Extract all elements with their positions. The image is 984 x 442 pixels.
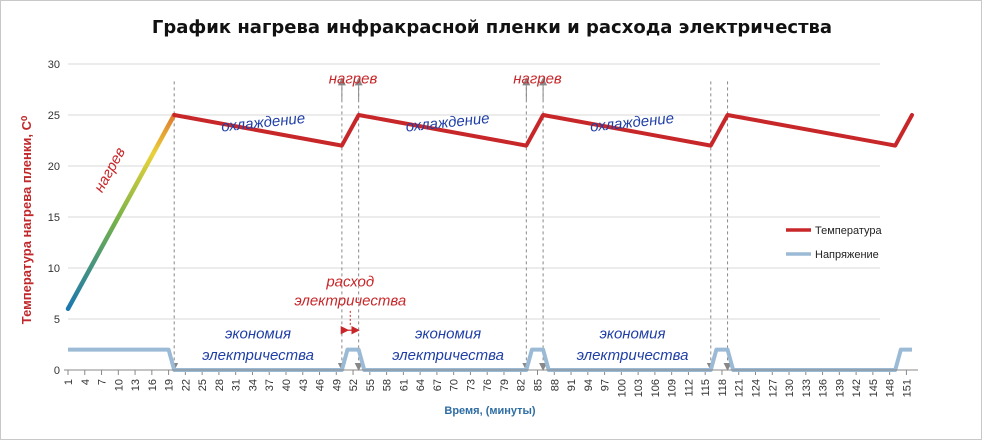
- x-tick-label: 43: [298, 379, 310, 391]
- x-tick-label: 100: [616, 379, 628, 397]
- series-lines: [65, 112, 914, 372]
- x-tick-label: 31: [231, 379, 243, 391]
- y-tick-label: 25: [48, 110, 60, 122]
- x-tick-label: 22: [180, 379, 192, 391]
- x-tick-label: 85: [533, 379, 545, 391]
- x-tick-label: 145: [868, 379, 880, 397]
- x-tick-label: 49: [331, 379, 343, 391]
- annotation-economy-line2: электричества: [577, 347, 689, 364]
- x-tick-label: 16: [147, 379, 159, 391]
- x-tick-label: 1: [63, 379, 75, 385]
- y-tick-label: 10: [48, 263, 60, 275]
- x-tick-label: 130: [784, 379, 796, 397]
- y-tick-label: 5: [54, 314, 60, 326]
- x-tick-label: 13: [130, 379, 142, 391]
- series-temperature-ramp: [65, 112, 177, 312]
- annotation-economy-line1: экономия: [415, 325, 481, 342]
- annotation-electricity-use-line2: электричества: [294, 293, 406, 310]
- x-tick-label: 37: [264, 379, 276, 391]
- annotation-economy-line2: электричества: [392, 347, 504, 364]
- x-tick-label: 109: [667, 379, 679, 397]
- annotation-electricity-use-line1: расход: [325, 273, 374, 290]
- x-tick-label: 97: [600, 379, 612, 391]
- y-axis-label: Температура нагрева пленки, С⁰: [19, 115, 34, 324]
- legend: Температура Напряжение: [786, 225, 883, 261]
- x-tick-label: 118: [717, 379, 729, 397]
- x-tick-label: 67: [432, 379, 444, 391]
- x-tick-label: 148: [885, 379, 897, 397]
- y-tick-label: 15: [48, 212, 60, 224]
- annotation-economy-line2: электричества: [202, 347, 314, 364]
- y-tick-label: 30: [48, 59, 60, 71]
- x-tick-label: 7: [97, 379, 109, 385]
- x-tick-label: 40: [281, 379, 293, 391]
- x-tick-label: 79: [499, 379, 511, 391]
- x-tick-label: 133: [801, 379, 813, 397]
- x-tick-label: 151: [901, 379, 913, 397]
- x-tick-label: 121: [734, 379, 746, 397]
- x-tick-label: 58: [382, 379, 394, 391]
- x-tick-label: 28: [214, 379, 226, 391]
- x-tick-label: 103: [633, 379, 645, 397]
- x-tick-label: 34: [247, 379, 259, 391]
- x-tick-label: 61: [398, 379, 410, 391]
- x-tick-label: 142: [851, 379, 863, 397]
- y-tick-label: 0: [54, 365, 60, 377]
- x-tick-label: 106: [650, 379, 662, 397]
- y-axis-ticks: 0 5 10 15 20 25 30: [48, 59, 60, 377]
- x-tick-label: 55: [365, 379, 377, 391]
- legend-label-temperature: Температура: [815, 225, 883, 237]
- x-tick-label: 64: [415, 379, 427, 391]
- x-tick-label: 19: [164, 379, 176, 391]
- x-tick-label: 88: [549, 379, 561, 391]
- x-tick-label: 76: [482, 379, 494, 391]
- x-tick-label: 46: [315, 379, 327, 391]
- x-tick-label: 25: [197, 379, 209, 391]
- x-tick-label: 127: [767, 379, 779, 397]
- x-tick-label: 94: [583, 379, 595, 391]
- x-axis-ticks: 1 4 7 10 13 16 19 22 25 28 31 34 37 40 43 46 49 52 55 58 61 6…: [63, 370, 913, 397]
- legend-label-voltage: Напряжение: [815, 249, 879, 261]
- x-tick-label: 91: [566, 379, 578, 391]
- y-tick-label: 20: [48, 161, 60, 173]
- x-tick-label: 52: [348, 379, 360, 391]
- annotation-heating-ramp: нагрев: [91, 144, 129, 195]
- x-tick-label: 73: [465, 379, 477, 391]
- annotation-heating-top: нагрев: [329, 70, 378, 87]
- annotation-heating-top: нагрев: [513, 70, 562, 87]
- x-tick-label: 70: [449, 379, 461, 391]
- x-tick-label: 82: [516, 379, 528, 391]
- x-tick-label: 124: [750, 379, 762, 397]
- x-tick-label: 136: [818, 379, 830, 397]
- x-tick-label: 139: [834, 379, 846, 397]
- x-axis-label: Время, (минуты): [444, 405, 536, 417]
- x-tick-label: 10: [113, 379, 125, 391]
- x-tick-label: 4: [80, 379, 92, 385]
- annotation-economy-line1: экономия: [225, 325, 291, 342]
- annotation-economy-line1: экономия: [600, 325, 666, 342]
- x-tick-label: 112: [683, 379, 695, 397]
- marker-lines: [170, 77, 732, 371]
- x-tick-label: 115: [700, 379, 712, 397]
- gridlines: [68, 63, 880, 320]
- series-temperature-line: [172, 113, 914, 148]
- chart-title: График нагрева инфракрасной пленки и рас…: [152, 17, 832, 38]
